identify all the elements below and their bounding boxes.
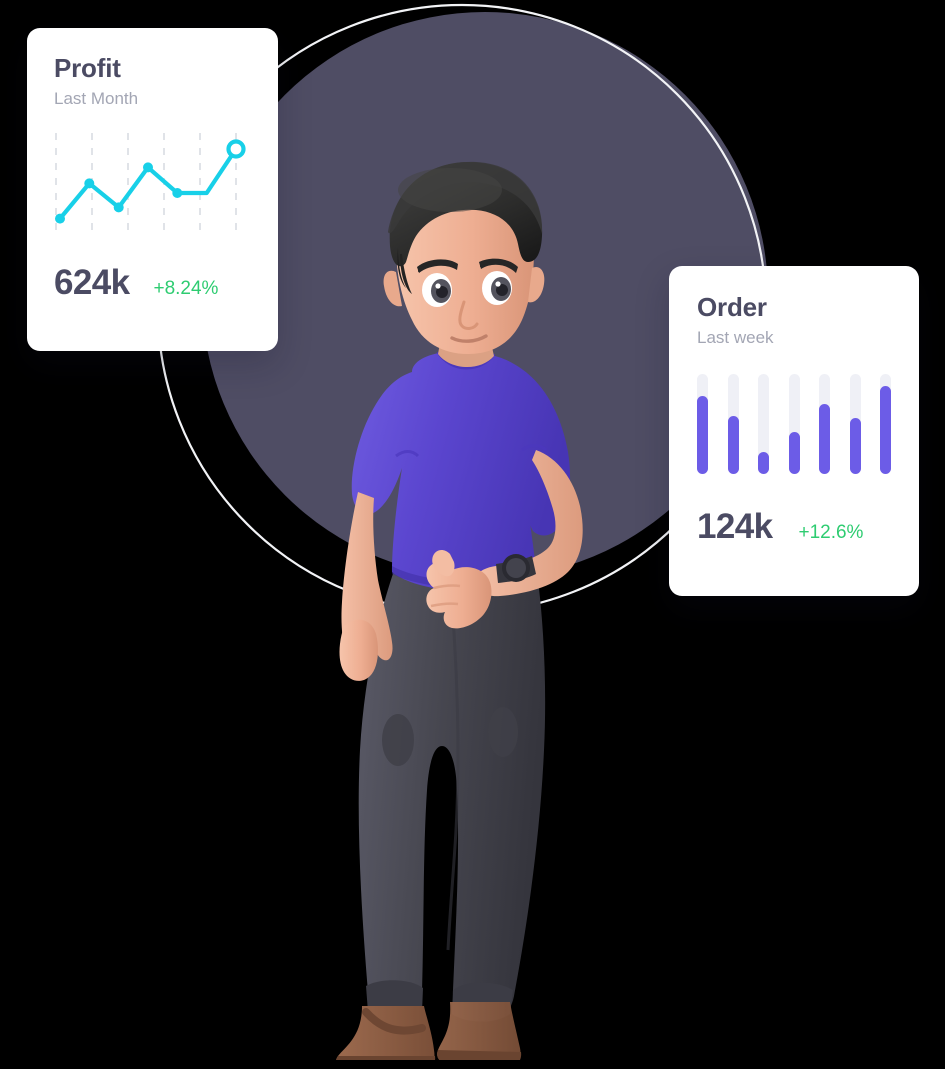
bar-fill — [697, 395, 708, 474]
bar-fill — [758, 451, 769, 474]
chart-data-points — [55, 162, 183, 224]
chart-gridlines — [55, 132, 237, 231]
bar-track — [788, 373, 800, 474]
order-value: 124k — [697, 506, 773, 546]
chart-last-point-marker — [226, 139, 246, 159]
order-card[interactable]: Order Last week 124k +12.6% — [669, 266, 919, 596]
profit-value: 624k — [54, 262, 130, 302]
order-value-row: 124k +12.6% — [697, 507, 891, 547]
bar-fill — [819, 403, 830, 474]
bar-fill — [880, 385, 891, 474]
bar-fill — [727, 415, 739, 474]
profit-card-title: Profit — [54, 53, 121, 83]
bar-track — [880, 373, 891, 474]
order-card-title: Order — [697, 292, 767, 322]
profit-line-chart-svg — [55, 132, 246, 231]
bar-track — [697, 373, 708, 474]
3d-character-illustration — [336, 161, 583, 1060]
profit-card-subtitle: Last Month — [54, 88, 139, 108]
profit-line-chart — [54, 131, 250, 233]
order-bar-chart — [697, 373, 891, 474]
order-delta-badge: +12.6% — [798, 521, 864, 543]
bar-track — [819, 373, 830, 474]
profit-card[interactable]: Profit Last Month — [27, 28, 278, 351]
bar-fill — [788, 431, 800, 474]
bar-track — [758, 373, 769, 474]
profit-delta-badge: +8.24% — [153, 277, 219, 299]
bar-fill — [849, 417, 861, 474]
bar-track — [727, 373, 739, 474]
profit-value-row: 624k +8.24% — [54, 263, 251, 303]
order-card-subtitle: Last week — [697, 327, 774, 347]
bar-track — [849, 373, 861, 474]
